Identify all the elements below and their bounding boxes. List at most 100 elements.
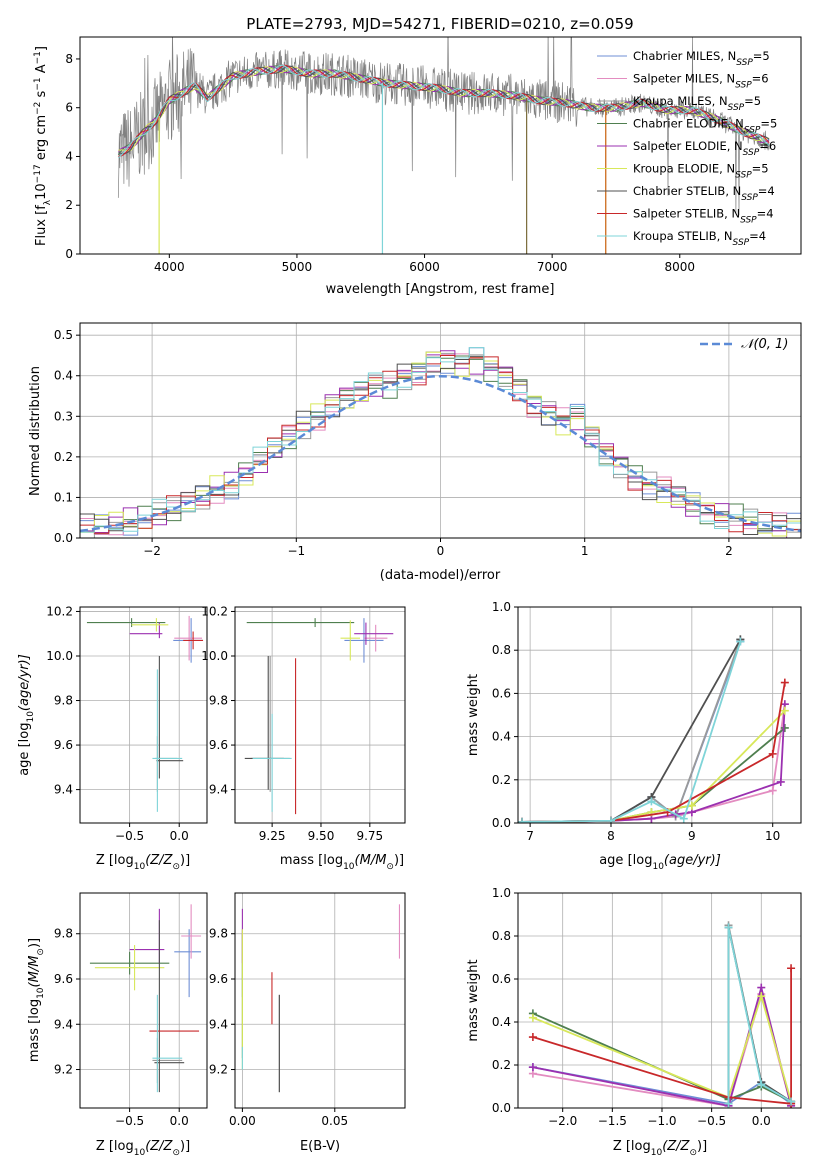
mass-vs-ebv-xticklabel-0: 0.00 xyxy=(229,1114,256,1128)
spectrum-model-line-5 xyxy=(118,66,770,152)
spectrum-yticklabel-3: 6 xyxy=(65,101,73,115)
spectrum-axes: 4000 5000 6000 7000 8000 0 2 4 6 8 Chabrier MILES,… xyxy=(33,36,802,297)
mass-vs-Z-xlabel: Z [log10(Z/Z⊙)] xyxy=(96,1139,190,1158)
spectrum-legend-label-1: Salpeter MILES, NSSP=6 xyxy=(633,72,769,91)
spectrum-frame xyxy=(79,36,802,255)
mass-vs-ebv-yticklabel-3: 9.8 xyxy=(209,927,228,941)
mass-weight-vs-age-marker-1-5 xyxy=(768,786,777,795)
age-vs-mass-yticklabel-3: 10.0 xyxy=(201,649,228,663)
mass-vs-Z-yticklabel-3: 9.8 xyxy=(54,927,73,941)
mass-weight-vs-Z-yticklabel-3: 0.6 xyxy=(492,972,511,986)
mass-vs-ebv-yticklabel-1: 9.4 xyxy=(209,1017,228,1031)
mass-weight-vs-age-line-2 xyxy=(521,639,742,823)
mass-weight-vs-age-ylabel: mass weight xyxy=(466,674,481,756)
residuals-yticklabel-2: 0.2 xyxy=(54,450,73,464)
mass-weight-vs-age-yticklabel-0: 0.0 xyxy=(492,816,511,830)
mass-weight-vs-Z-marker-5-2 xyxy=(757,992,766,1001)
spectrum-model-line-8 xyxy=(118,64,770,159)
age-vs-Z-axes: −0.5 0.0 9.4 9.6 9.8 10.0 10.2 Z [log10(Z/Z⊙)] a… xyxy=(17,604,208,872)
age-vs-Z-xlabel: Z [log10(Z/Z⊙)] xyxy=(96,853,190,872)
mass-weight-vs-Z-plot xyxy=(528,921,796,1108)
mass-vs-Z-xticklabel-1: 0.0 xyxy=(170,1114,189,1128)
mass-weight-vs-Z-line-5 xyxy=(532,993,792,1102)
mass-weight-vs-age-line-1 xyxy=(521,704,786,823)
mass-weight-vs-age-yticklabel-5: 1.0 xyxy=(492,600,511,614)
mass-weight-vs-age-marker-7-3 xyxy=(768,749,777,758)
age-vs-mass-xticklabel-1: 9.50 xyxy=(308,829,335,843)
mass-weight-vs-Z-marker-4-2 xyxy=(757,983,766,992)
mass-weight-vs-Z-marker-5-0 xyxy=(528,1013,537,1022)
age-vs-Z-ylabel: age [log10(age/yr)] xyxy=(17,654,36,776)
mass-weight-vs-age-marker-5-3 xyxy=(687,801,696,810)
mass-weight-vs-Z-marker-8-3 xyxy=(787,1097,796,1106)
mass-weight-vs-age-yticklabel-4: 0.8 xyxy=(492,643,511,657)
age-vs-Z-yticklabel-1: 9.6 xyxy=(54,738,73,752)
mass-weight-vs-age-marker-3-4 xyxy=(780,723,789,732)
mass-weight-vs-Z-axes: −2.0 −1.5 −1.0 −0.5 0.0 0.0 0.2 0.4 0.6 0.8 1.0 Z [… xyxy=(466,886,802,1158)
residuals-xticklabel-0: −2 xyxy=(143,544,161,558)
age-vs-Z-yticklabel-0: 9.4 xyxy=(54,783,73,797)
mass-weight-vs-age-yticklabel-3: 0.6 xyxy=(492,686,511,700)
age-vs-Z-yticklabel-3: 10.0 xyxy=(46,649,73,663)
mass-weight-vs-Z-yticklabel-4: 0.8 xyxy=(492,929,511,943)
residual-hist-6 xyxy=(80,355,801,538)
mass-weight-vs-age-line-4 xyxy=(521,704,786,823)
mass-weight-vs-age-line-0 xyxy=(521,641,742,823)
mass-weight-vs-age-xticklabel-0: 7 xyxy=(526,829,534,843)
mass-weight-vs-Z-marker-4-0 xyxy=(528,1063,537,1072)
spectrum-plot xyxy=(117,37,770,254)
age-vs-mass-yticklabel-0: 9.4 xyxy=(209,783,228,797)
residuals-yticklabel-4: 0.4 xyxy=(54,369,73,383)
residuals-axes: −2 −1 0 1 2 0.0 0.1 0.2 0.3 0.4 0.5 𝒩(0, 1) (data-mo… xyxy=(28,322,802,583)
spectrum-xticklabel-2: 6000 xyxy=(409,260,440,274)
residuals-yticklabel-5: 0.5 xyxy=(54,328,73,342)
age-vs-Z-yticklabel-2: 9.8 xyxy=(54,694,73,708)
age-vs-mass-xticklabel-0: 9.25 xyxy=(259,829,286,843)
residuals-plot xyxy=(80,347,801,538)
residuals-yticklabel-0: 0.0 xyxy=(54,531,73,545)
mass-weight-vs-age-line-3 xyxy=(521,727,786,823)
mass-vs-ebv-axes: 0.00 0.05 9.2 9.4 9.6 9.8 E(B-V) xyxy=(209,892,406,1154)
mass-weight-vs-age-xlabel: age [log10(age/yr)] xyxy=(599,853,721,872)
mass-weight-vs-age-axes: 7 8 9 10 0.0 0.2 0.4 0.6 0.8 1.0 age [log10(age/yr… xyxy=(466,600,802,872)
mass-weight-vs-Z-xticklabel-2: −1.0 xyxy=(647,1114,676,1128)
residual-xlabel: (data-model)/error xyxy=(380,568,501,583)
spectrum-legend-label-2: Kroupa MILES, NSSP=5 xyxy=(633,94,761,113)
spectrum-yticklabel-4: 8 xyxy=(65,52,73,66)
spectrum-yticklabel-0: 0 xyxy=(65,247,73,261)
mass-weight-vs-Z-yticklabel-1: 0.2 xyxy=(492,1058,511,1072)
mass-vs-Z-frame xyxy=(79,892,208,1109)
mass-weight-vs-age-marker-8-4 xyxy=(736,637,745,646)
spectrum-ylabel: Flux [fλ10−17 erg cm−2 s−1 A−1] xyxy=(33,46,53,246)
mass-vs-Z-yticklabel-0: 9.2 xyxy=(54,1063,73,1077)
mass-weight-vs-age-marker-8-1 xyxy=(606,816,615,823)
mass-weight-vs-age-yticklabel-1: 0.2 xyxy=(492,773,511,787)
spectrum-legend-label-0: Chabrier MILES, NSSP=5 xyxy=(633,49,770,68)
mass-vs-ebv-frame xyxy=(234,892,406,1109)
mass-vs-Z-yticklabel-1: 9.4 xyxy=(54,1017,73,1031)
spectrum-legend-label-4: Salpeter ELODIE, NSSP=6 xyxy=(633,139,776,158)
spectrum-legend-label-7: Salpeter STELIB, NSSP=4 xyxy=(633,207,774,226)
mass-vs-Z-plot xyxy=(89,904,202,1093)
gaussian-curve xyxy=(80,374,801,533)
spectrum-xticklabel-4: 8000 xyxy=(664,260,695,274)
mass-vs-ebv-xlabel: E(B-V) xyxy=(300,1139,340,1154)
mass-weight-vs-Z-yticklabel-2: 0.4 xyxy=(492,1015,511,1029)
spectrum-legend-label-5: Kroupa ELODIE, NSSP=5 xyxy=(633,162,769,181)
age-vs-mass-yticklabel-4: 10.2 xyxy=(201,604,228,618)
mass-vs-ebv-yticklabel-2: 9.6 xyxy=(209,972,228,986)
age-vs-Z-xticklabel-0: −0.5 xyxy=(115,829,144,843)
spectrum-xticklabel-0: 4000 xyxy=(154,260,185,274)
spectrum-yticklabel-2: 4 xyxy=(65,149,73,163)
mass-weight-vs-Z-yticklabel-0: 0.0 xyxy=(492,1101,511,1115)
mass-vs-Z-yticklabel-2: 9.6 xyxy=(54,972,73,986)
mass-weight-vs-Z-xticklabel-4: 0.0 xyxy=(752,1114,771,1128)
mass-weight-vs-Z-line-7 xyxy=(532,968,792,1105)
spectrum-legend-label-6: Chabrier STELIB, NSSP=4 xyxy=(633,184,775,203)
age-vs-mass-yticklabel-1: 9.6 xyxy=(209,738,228,752)
residual-hist-8 xyxy=(80,347,801,538)
residual-ylabel: Normed distribution xyxy=(28,366,43,496)
mass-weight-vs-Z-xticklabel-0: −2.0 xyxy=(548,1114,577,1128)
mass-weight-vs-Z-xticklabel-1: −1.5 xyxy=(598,1114,627,1128)
